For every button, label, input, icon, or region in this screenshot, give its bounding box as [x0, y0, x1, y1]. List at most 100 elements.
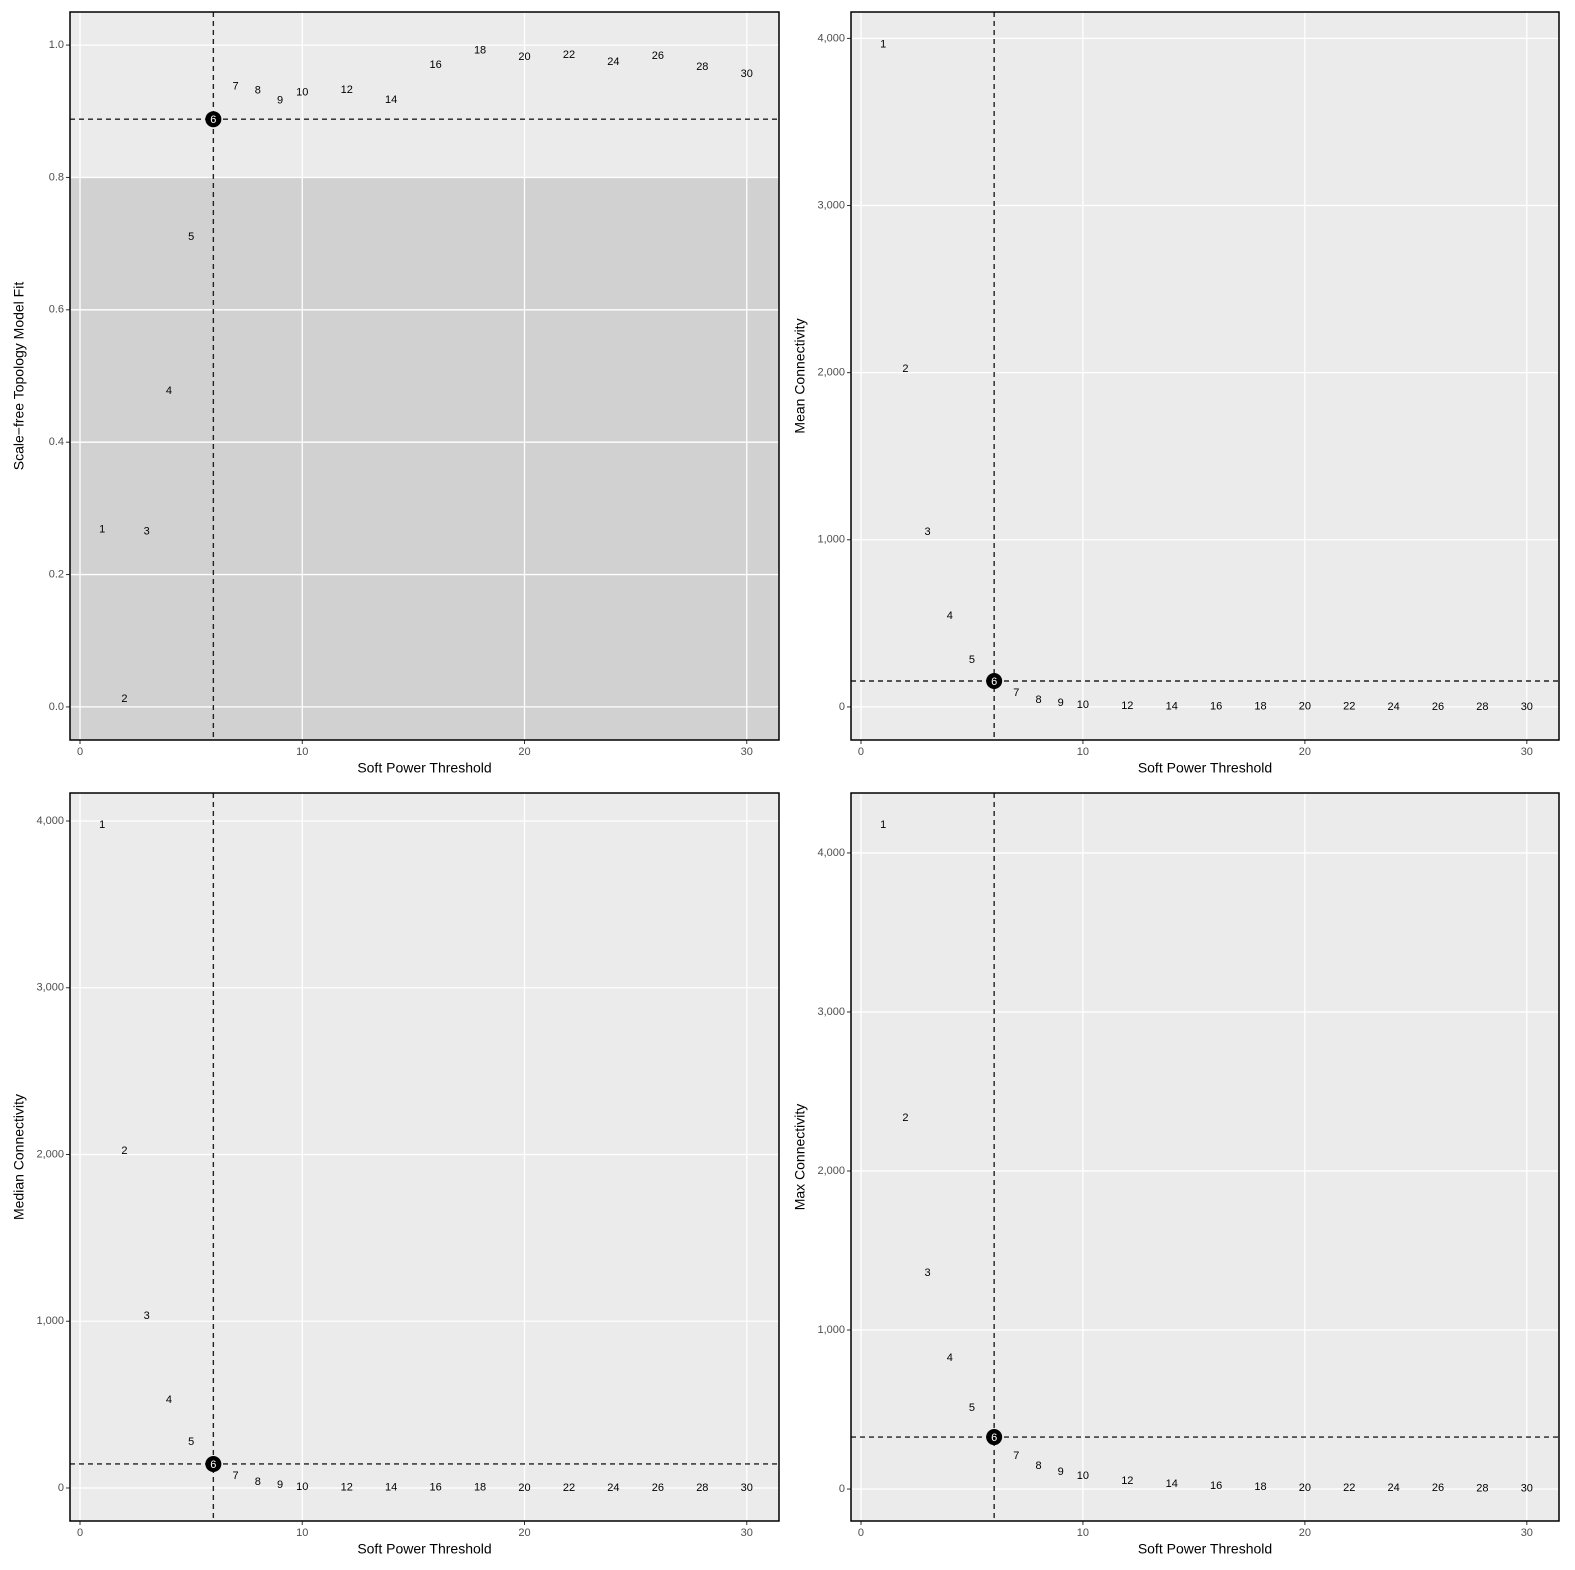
x-axis-title: Soft Power Threshold	[357, 1541, 491, 1557]
point-label: 3	[925, 526, 931, 538]
point-label: 14	[1166, 1478, 1178, 1490]
point-label: 7	[1013, 687, 1019, 699]
x-tick-label: 10	[1077, 746, 1089, 758]
point-label: 2	[902, 1112, 908, 1124]
highlight-point	[205, 1455, 222, 1472]
x-tick-label: 30	[1521, 746, 1533, 758]
y-axis-title: Max Connectivity	[792, 1104, 808, 1211]
point-label: 8	[255, 1476, 261, 1488]
y-tick-label: 0.4	[49, 436, 64, 448]
y-tick-label: 3,000	[817, 199, 845, 211]
point-label: 18	[1254, 701, 1266, 713]
point-label: 10	[1077, 1470, 1089, 1482]
x-tick-label: 0	[77, 746, 83, 758]
x-tick-label: 30	[741, 1527, 753, 1539]
highlight-point	[986, 673, 1003, 690]
point-label: 4	[166, 385, 172, 397]
point-label: 22	[1343, 1482, 1355, 1494]
y-tick-label: 4,000	[36, 815, 64, 827]
y-tick-label: 1,000	[36, 1315, 64, 1327]
point-label: 12	[1121, 700, 1133, 712]
point-label: 8	[255, 85, 261, 97]
x-tick-label: 20	[518, 1527, 530, 1539]
point-label: 7	[233, 1470, 239, 1482]
point-label: 28	[696, 1482, 708, 1494]
y-tick-label: 1,000	[817, 1324, 845, 1336]
point-label: 24	[1388, 1482, 1400, 1494]
x-tick-label: 30	[741, 746, 753, 758]
y-axis-title: Mean Connectivity	[792, 318, 808, 433]
y-tick-label: 1,000	[817, 534, 845, 546]
point-label: 5	[969, 654, 975, 666]
point-label: 2	[121, 693, 127, 705]
point-label: 26	[1432, 701, 1444, 713]
highlight-point	[986, 1429, 1003, 1446]
point-label: 30	[741, 1482, 753, 1494]
x-tick-label: 20	[1299, 746, 1311, 758]
plot-background	[70, 793, 779, 1521]
point-label: 4	[166, 1394, 172, 1406]
x-axis-title: Soft Power Threshold	[1138, 1541, 1272, 1557]
point-label: 5	[188, 231, 194, 243]
point-label: 12	[341, 84, 353, 96]
point-label: 5	[188, 1436, 194, 1448]
point-label: 22	[563, 1482, 575, 1494]
x-tick-label: 10	[296, 746, 308, 758]
point-label: 30	[741, 68, 753, 80]
y-tick-label: 0	[58, 1482, 64, 1494]
y-tick-label: 4,000	[817, 847, 845, 859]
point-label: 16	[429, 59, 441, 71]
point-label: 2	[902, 363, 908, 375]
point-label: 20	[1299, 701, 1311, 713]
point-label: 6	[210, 114, 216, 126]
point-label: 9	[277, 95, 283, 107]
x-tick-label: 20	[518, 746, 530, 758]
point-label: 1	[99, 523, 105, 535]
point-label: 6	[991, 1432, 997, 1444]
x-axis-title: Soft Power Threshold	[357, 760, 491, 776]
y-tick-label: 4,000	[817, 32, 845, 44]
plot-background	[851, 12, 1559, 740]
y-axis-title: Scale−free Topology Model Fit	[11, 282, 27, 471]
point-label: 30	[1521, 1482, 1533, 1494]
point-label: 5	[969, 1402, 975, 1414]
point-label: 7	[233, 81, 239, 93]
point-label: 10	[1077, 699, 1089, 711]
point-label: 10	[296, 1481, 308, 1493]
y-tick-label: 2,000	[817, 1165, 845, 1177]
point-label: 16	[1210, 700, 1222, 712]
plot-border	[69, 792, 780, 1522]
y-tick-label: 3,000	[817, 1006, 845, 1018]
point-label: 6	[991, 676, 997, 688]
y-tick-label: 0.8	[49, 171, 64, 183]
point-label: 24	[607, 56, 619, 68]
x-axis-title: Soft Power Threshold	[1138, 760, 1272, 776]
point-label: 16	[429, 1482, 441, 1494]
point-label: 26	[652, 1482, 664, 1494]
point-label: 26	[652, 50, 664, 62]
plot-border	[850, 11, 1560, 741]
point-label: 9	[277, 1479, 283, 1491]
x-tick-label: 30	[1521, 1527, 1533, 1539]
point-label: 24	[1388, 701, 1400, 713]
y-tick-label: 0	[839, 1483, 845, 1495]
plot-border	[69, 11, 780, 741]
point-label: 8	[1035, 1460, 1041, 1472]
y-tick-label: 0.0	[49, 701, 64, 713]
point-label: 2	[121, 1145, 127, 1157]
y-tick-label: 0.6	[49, 304, 64, 316]
y-tick-label: 2,000	[36, 1148, 64, 1160]
point-label: 4	[947, 610, 953, 622]
point-label: 8	[1035, 694, 1041, 706]
point-label: 12	[341, 1481, 353, 1493]
y-tick-label: 2,000	[817, 367, 845, 379]
point-label: 28	[1476, 1482, 1488, 1494]
point-label: 12	[1121, 1475, 1133, 1487]
shaded-region	[70, 177, 779, 741]
point-label: 30	[1521, 701, 1533, 713]
point-label: 14	[1166, 700, 1178, 712]
point-label: 9	[1058, 1466, 1064, 1478]
